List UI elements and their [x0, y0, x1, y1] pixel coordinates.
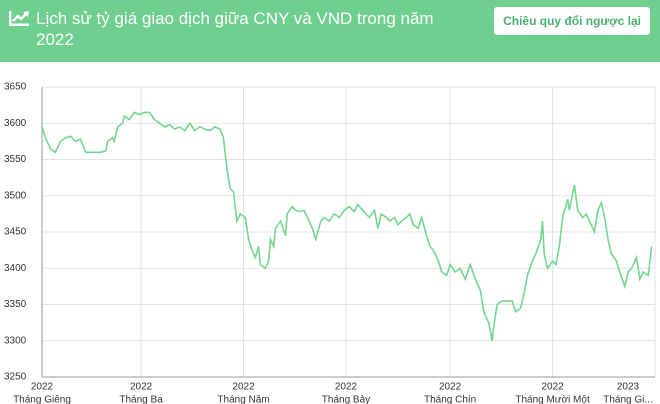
chart-icon — [9, 11, 29, 26]
line — [41, 111, 653, 341]
x-tick-year: 2022 — [31, 382, 54, 393]
x-tick-label: Tháng Gi... — [603, 395, 652, 404]
x-tick-label: Tháng Chín — [424, 395, 476, 404]
y-tick-label: 3600 — [4, 118, 27, 129]
y-tick-label: 3450 — [4, 227, 27, 238]
chart: 3250 3300 3350 3400 3450 3500 3550 3600 3650 2022… — [4, 82, 656, 404]
x-tick-label: Tháng Ba — [119, 395, 163, 404]
y-tick-label: 3500 — [4, 190, 27, 201]
x-tick-year: 2023 — [617, 382, 640, 393]
swap-button[interactable]: Chiều quy đổi ngược lại — [494, 7, 650, 35]
chart-title: Lịch sử tỷ giá giao dịch giữa CNY và VND… — [36, 9, 434, 49]
x-tick-year: 2022 — [335, 382, 358, 393]
y-tick-label: 3650 — [4, 82, 27, 93]
header: Lịch sử tỷ giá giao dịch giữa CNY và VND… — [0, 0, 660, 62]
y-tick-label: 3250 — [4, 372, 27, 383]
x-tick-label: Tháng Giêng — [13, 395, 71, 404]
y-tick-label: 3350 — [4, 299, 27, 310]
x-tick-year: 2022 — [130, 382, 153, 393]
x-tick-label: Tháng Mười Một — [515, 395, 590, 404]
x-tick-year: 2022 — [439, 382, 462, 393]
x-tick-year: 2022 — [541, 382, 564, 393]
y-tick-label: 3550 — [4, 154, 27, 165]
y-tick-label: 3400 — [4, 263, 27, 274]
x-tick-label: Tháng Năm — [217, 395, 269, 404]
x-tick-year: 2022 — [232, 382, 255, 393]
y-tick-label: 3300 — [4, 335, 27, 346]
x-tick-label: Tháng Bảy — [322, 395, 370, 404]
